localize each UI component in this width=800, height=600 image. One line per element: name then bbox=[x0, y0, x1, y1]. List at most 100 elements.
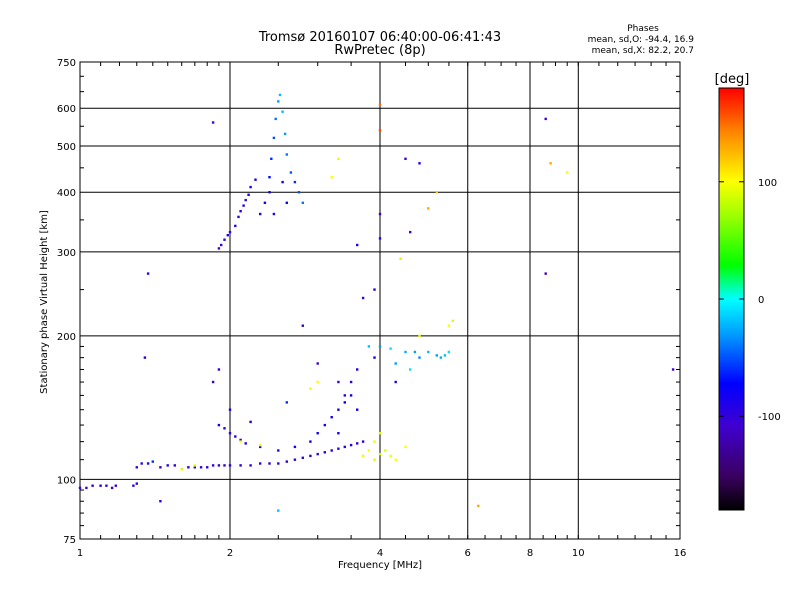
data-point bbox=[283, 132, 287, 136]
data-point bbox=[477, 504, 480, 508]
x-tick-label: 10 bbox=[572, 548, 585, 559]
data-point bbox=[239, 440, 242, 443]
data-point bbox=[378, 345, 382, 348]
phases-heading: Phases bbox=[627, 24, 659, 34]
data-point bbox=[187, 466, 190, 469]
data-point bbox=[361, 440, 365, 443]
data-point bbox=[337, 157, 340, 160]
data-point bbox=[217, 368, 221, 371]
data-point bbox=[443, 354, 447, 357]
data-point bbox=[259, 443, 262, 447]
data-point bbox=[413, 350, 417, 354]
data-point bbox=[277, 509, 280, 512]
data-point bbox=[293, 180, 297, 184]
data-point bbox=[237, 215, 240, 219]
data-point bbox=[330, 416, 333, 419]
data-point bbox=[223, 427, 226, 430]
data-point bbox=[226, 234, 229, 237]
x-tick-label: 4 bbox=[377, 548, 383, 559]
data-point bbox=[356, 243, 359, 247]
data-point bbox=[373, 288, 376, 291]
colorbar-tick-label: 0 bbox=[758, 295, 764, 306]
data-point bbox=[389, 454, 392, 458]
colorbar-tick-label: -100 bbox=[758, 412, 781, 423]
data-point bbox=[110, 486, 114, 490]
data-point bbox=[544, 272, 547, 275]
data-point bbox=[301, 324, 304, 327]
data-point bbox=[435, 354, 438, 357]
data-point bbox=[316, 432, 319, 435]
data-point bbox=[277, 449, 280, 452]
data-point bbox=[85, 486, 88, 490]
data-point bbox=[249, 420, 252, 424]
data-point bbox=[206, 466, 209, 469]
data-point bbox=[343, 445, 346, 449]
data-point bbox=[105, 484, 108, 487]
data-point bbox=[394, 380, 397, 384]
data-point bbox=[566, 171, 569, 174]
data-point bbox=[289, 171, 293, 174]
data-point bbox=[254, 178, 257, 181]
colorbar-ticks: 100 0 -100 bbox=[719, 178, 781, 423]
data-point bbox=[193, 464, 196, 467]
data-point bbox=[199, 466, 203, 469]
x-tick-label: 6 bbox=[465, 548, 471, 559]
y-tick-label: 100 bbox=[57, 475, 76, 486]
data-point bbox=[242, 204, 245, 207]
data-point bbox=[223, 238, 226, 241]
data-point bbox=[211, 464, 215, 467]
data-point bbox=[268, 462, 271, 465]
data-point bbox=[180, 468, 183, 471]
data-point bbox=[337, 432, 340, 435]
data-point bbox=[384, 449, 387, 452]
data-point bbox=[309, 387, 312, 390]
data-point bbox=[244, 442, 247, 445]
data-point bbox=[99, 484, 102, 487]
data-point bbox=[239, 438, 242, 442]
data-point bbox=[301, 456, 304, 459]
data-point bbox=[373, 440, 376, 443]
data-point bbox=[316, 362, 319, 365]
data-point bbox=[135, 466, 138, 469]
data-point bbox=[671, 368, 675, 371]
data-point bbox=[277, 100, 280, 103]
data-point bbox=[268, 191, 271, 194]
grid-lines bbox=[80, 62, 680, 539]
data-point bbox=[418, 356, 421, 359]
chart-title: Tromsø 20160107 06:40:00-06:41:43 bbox=[258, 30, 501, 45]
data-point bbox=[394, 362, 397, 365]
data-point bbox=[378, 128, 382, 132]
data-point bbox=[263, 201, 267, 204]
data-point bbox=[272, 136, 276, 140]
data-point bbox=[173, 464, 176, 467]
data-point bbox=[285, 153, 288, 156]
data-point bbox=[367, 345, 371, 348]
data-point bbox=[159, 466, 162, 469]
x-tick-label: 1 bbox=[77, 548, 83, 559]
data-point bbox=[356, 408, 359, 411]
data-point bbox=[309, 454, 312, 458]
data-point bbox=[239, 464, 242, 467]
data-point bbox=[281, 180, 284, 184]
data-point bbox=[435, 191, 438, 194]
data-point bbox=[272, 212, 276, 216]
data-point bbox=[228, 230, 232, 234]
data-point bbox=[249, 464, 252, 467]
data-point bbox=[404, 350, 407, 354]
y-tick-label: 200 bbox=[57, 332, 76, 343]
data-point bbox=[301, 201, 304, 204]
data-point bbox=[378, 103, 382, 106]
data-point bbox=[146, 272, 150, 275]
y-tick-label: 500 bbox=[57, 142, 76, 153]
data-point bbox=[217, 423, 221, 427]
x-tick-label: 2 bbox=[227, 548, 233, 559]
data-point bbox=[151, 460, 154, 463]
data-point bbox=[439, 356, 443, 359]
data-point bbox=[268, 176, 271, 179]
data-point bbox=[217, 464, 221, 467]
data-point bbox=[373, 356, 376, 359]
data-point bbox=[316, 380, 319, 384]
data-point bbox=[316, 452, 319, 456]
data-point bbox=[323, 423, 326, 427]
data-point bbox=[337, 380, 340, 384]
